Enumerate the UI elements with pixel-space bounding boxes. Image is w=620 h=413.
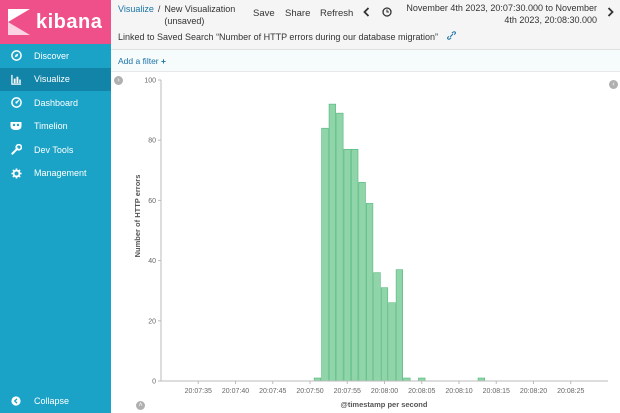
chart-bar[interactable] [366,203,374,382]
chart-bar[interactable] [343,148,351,382]
save-button[interactable]: Save [253,8,275,19]
sidebar-item-label: Management [34,168,87,179]
sidebar-item-discover[interactable]: Discover [0,44,111,68]
chart-bar[interactable] [395,269,403,382]
time-back-button[interactable] [363,7,370,20]
chart-bar[interactable] [328,103,336,382]
compass-icon [10,50,22,62]
sidebar: kibana Discover Visualize Dashboard Time… [0,0,111,413]
time-forward-button[interactable] [607,7,614,20]
sidebar-item-dashboard[interactable]: Dashboard [0,91,111,115]
sidebar-nav: Discover Visualize Dashboard Timelion De… [0,44,111,185]
toggle-right-panel-icon[interactable]: ‹ [609,80,618,89]
time-picker-clock-button[interactable] [382,7,392,20]
filter-bar: Add a filter + [111,50,620,72]
time-range-display[interactable]: November 4th 2023, 20:07:30.000 to Novem… [397,2,597,26]
y-tick-label: 80 [148,138,156,145]
kibana-logo[interactable]: kibana [0,0,111,44]
linked-saved-search: Linked to Saved Search “Number of HTTP e… [118,31,456,42]
chart-bar[interactable] [336,112,344,382]
chevron-left-icon [363,7,370,17]
gear-icon [10,167,22,179]
breadcrumb: Visualize / New Visualization (unsaved) [118,3,235,27]
breadcrumb-separator: / [157,4,161,14]
x-tick-label: 20:07:50 [296,388,323,395]
x-tick-label: 20:07:45 [259,388,286,395]
chart-bars [313,103,485,382]
sidebar-item-label: Discover [34,50,70,61]
top-nav-bar: Visualize / New Visualization (unsaved) Sav… [111,0,620,50]
x-tick-label: 20:08:20 [520,388,547,395]
sidebar-item-visualize[interactable]: Visualize [0,67,111,91]
wrench-icon [10,144,22,156]
chart-bar[interactable] [388,302,396,382]
sidebar-item-dev-tools[interactable]: Dev Tools [0,138,111,162]
x-axis-label: @timestamp per second [341,400,428,409]
y-axis: 0 20 40 60 80 100 [144,78,162,386]
chart-bar[interactable] [373,272,381,382]
x-tick-label: 20:08:05 [408,388,435,395]
sidebar-item-management[interactable]: Management [0,162,111,186]
breadcrumb-visualize-link[interactable]: Visualize [118,4,154,14]
sidebar-item-label: Visualize [34,74,70,85]
toggle-left-panel-icon[interactable]: › [114,76,123,85]
collapse-arrow-icon [10,395,22,407]
add-filter-label: Add a filter [118,56,159,66]
share-button[interactable]: Share [285,8,311,19]
x-tick-label: 20:08:10 [445,388,472,395]
add-filter-button[interactable]: Add a filter + [118,56,166,66]
dashboard-gauge-icon [10,97,22,109]
page-title-line2: (unsaved) [164,16,205,26]
visualization-panel: › ‹ ˄ 0 20 40 60 80 100 20:07:35 20:07:40 20:07… [111,72,620,413]
chart-bar[interactable] [351,148,359,382]
collapse-button[interactable]: Collapse [0,389,111,413]
chart-bar[interactable] [321,127,329,382]
toggle-bottom-panel-icon[interactable]: ˄ [136,401,145,410]
sidebar-item-label: Timelion [34,121,68,132]
x-tick-label: 20:08:25 [557,388,584,395]
linked-search-text: Linked to Saved Search “Number of HTTP e… [118,32,438,42]
y-axis-label: Number of HTTP errors [133,175,142,258]
time-range-line2: 4th 2023, 20:08:30.000 [504,15,597,25]
x-tick-label: 20:07:35 [185,388,212,395]
sidebar-item-label: Dev Tools [34,144,74,155]
y-tick-label: 60 [148,198,156,205]
x-tick-label: 20:08:00 [371,388,398,395]
collapse-label: Collapse [34,396,70,406]
x-axis: 20:07:35 20:07:40 20:07:45 20:07:50 20:07:55… [161,380,608,395]
refresh-button[interactable]: Refresh [320,8,354,19]
y-tick-label: 40 [148,258,156,265]
x-tick-label: 20:07:40 [222,388,249,395]
x-tick-label: 20:08:15 [483,388,510,395]
page-title-line1: New Visualization [164,4,236,14]
kibana-logo-icon [8,9,30,35]
page-title: New Visualization (unsaved) [164,3,235,27]
sidebar-item-timelion[interactable]: Timelion [0,115,111,139]
chevron-right-icon [607,7,614,17]
chart-bar[interactable] [380,287,389,382]
sidebar-item-label: Dashboard [34,97,79,108]
clock-icon [382,7,392,17]
y-tick-label: 0 [152,379,156,386]
unlink-icon[interactable] [444,31,456,42]
logo-text: kibana [36,10,103,33]
y-tick-label: 20 [148,318,156,325]
time-range-line1: November 4th 2023, 20:07:30.000 to Novem… [406,3,597,13]
x-tick-label: 20:07:55 [334,388,361,395]
plus-icon: + [161,56,166,66]
timelion-mask-icon [10,120,22,132]
y-tick-label: 100 [144,78,156,85]
bar-chart-icon [10,73,22,85]
chart-bar[interactable] [358,182,366,382]
